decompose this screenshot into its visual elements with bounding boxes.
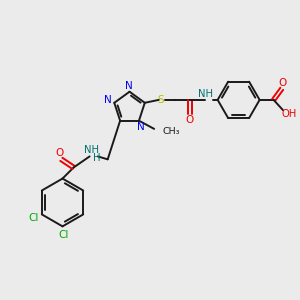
Text: NH: NH [198, 89, 213, 99]
Text: CH₃: CH₃ [163, 127, 180, 136]
Text: H: H [93, 153, 101, 163]
Text: O: O [56, 148, 64, 158]
Text: O: O [186, 115, 194, 125]
Text: Cl: Cl [58, 230, 68, 239]
Text: Cl: Cl [28, 213, 39, 223]
Text: O: O [278, 78, 286, 88]
Text: N: N [104, 95, 112, 106]
Text: S: S [158, 95, 164, 105]
Text: N: N [125, 81, 133, 91]
Text: NH: NH [84, 145, 99, 155]
Text: N: N [137, 122, 145, 132]
Text: OH: OH [282, 109, 297, 118]
